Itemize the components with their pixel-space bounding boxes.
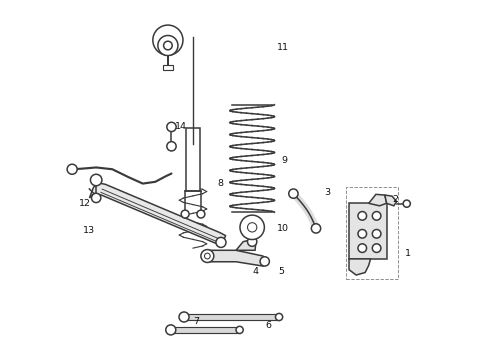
Circle shape — [67, 164, 77, 174]
Text: 3: 3 — [324, 188, 331, 197]
Text: 11: 11 — [277, 43, 289, 52]
Polygon shape — [298, 199, 304, 205]
Text: 8: 8 — [217, 179, 223, 188]
Circle shape — [201, 249, 214, 262]
Polygon shape — [349, 259, 370, 275]
Bar — [186, 128, 200, 191]
Text: 1: 1 — [405, 249, 411, 258]
Text: 6: 6 — [265, 321, 271, 330]
Polygon shape — [305, 211, 312, 215]
Polygon shape — [304, 209, 311, 213]
Circle shape — [92, 193, 101, 203]
Polygon shape — [368, 194, 387, 206]
Circle shape — [311, 224, 320, 233]
Circle shape — [358, 244, 367, 252]
Circle shape — [240, 215, 265, 239]
Polygon shape — [301, 204, 308, 209]
Circle shape — [275, 314, 283, 320]
Polygon shape — [307, 213, 314, 218]
Polygon shape — [302, 205, 308, 210]
Polygon shape — [293, 193, 298, 199]
Polygon shape — [302, 206, 309, 211]
Circle shape — [179, 312, 189, 322]
Polygon shape — [299, 201, 306, 207]
Polygon shape — [312, 224, 318, 228]
Text: 4: 4 — [253, 267, 259, 276]
Text: 9: 9 — [281, 156, 288, 165]
Polygon shape — [310, 220, 317, 224]
Circle shape — [216, 237, 226, 247]
Text: 5: 5 — [278, 267, 284, 276]
Circle shape — [164, 41, 172, 50]
Circle shape — [91, 174, 102, 186]
Circle shape — [372, 229, 381, 238]
Polygon shape — [312, 226, 319, 230]
Text: 13: 13 — [83, 226, 95, 235]
Polygon shape — [307, 214, 314, 219]
Circle shape — [167, 141, 176, 151]
Circle shape — [403, 200, 410, 207]
Text: 12: 12 — [79, 199, 92, 208]
Polygon shape — [300, 203, 307, 208]
Polygon shape — [292, 192, 298, 198]
Circle shape — [289, 189, 298, 198]
Polygon shape — [236, 240, 256, 250]
Polygon shape — [90, 183, 225, 246]
Text: 10: 10 — [277, 224, 289, 233]
Polygon shape — [171, 327, 240, 333]
FancyArrowPatch shape — [89, 189, 96, 195]
Text: 7: 7 — [194, 317, 199, 326]
Polygon shape — [309, 217, 316, 221]
Circle shape — [236, 326, 243, 333]
Polygon shape — [306, 212, 313, 217]
Polygon shape — [310, 221, 317, 225]
Polygon shape — [184, 314, 279, 320]
Circle shape — [247, 237, 257, 246]
Polygon shape — [304, 208, 310, 212]
Circle shape — [260, 257, 270, 266]
Polygon shape — [311, 222, 318, 225]
Circle shape — [358, 229, 367, 238]
Polygon shape — [309, 218, 316, 222]
Circle shape — [166, 325, 176, 335]
Polygon shape — [300, 202, 306, 207]
Polygon shape — [295, 196, 301, 201]
Circle shape — [358, 212, 367, 220]
Polygon shape — [291, 191, 297, 197]
Polygon shape — [295, 197, 302, 202]
Polygon shape — [303, 207, 310, 212]
Bar — [346, 187, 398, 279]
Polygon shape — [311, 222, 318, 226]
Polygon shape — [312, 225, 319, 229]
Polygon shape — [309, 219, 317, 223]
Circle shape — [247, 223, 257, 232]
Polygon shape — [297, 198, 303, 204]
Text: 2: 2 — [392, 195, 399, 204]
Polygon shape — [293, 194, 299, 199]
Polygon shape — [385, 195, 397, 206]
Bar — [349, 203, 387, 259]
Circle shape — [153, 25, 183, 55]
Polygon shape — [308, 216, 315, 220]
Circle shape — [372, 244, 381, 252]
Circle shape — [158, 36, 178, 55]
Bar — [163, 65, 172, 70]
Polygon shape — [308, 215, 315, 219]
Polygon shape — [298, 200, 305, 206]
Circle shape — [197, 210, 205, 218]
Polygon shape — [305, 210, 312, 214]
Polygon shape — [296, 198, 302, 203]
Polygon shape — [294, 195, 300, 201]
Polygon shape — [311, 224, 318, 227]
Circle shape — [181, 210, 189, 218]
Circle shape — [204, 253, 210, 259]
Text: 14: 14 — [174, 122, 187, 131]
Circle shape — [167, 122, 176, 132]
Polygon shape — [207, 250, 266, 266]
Polygon shape — [306, 211, 313, 216]
Circle shape — [372, 212, 381, 220]
